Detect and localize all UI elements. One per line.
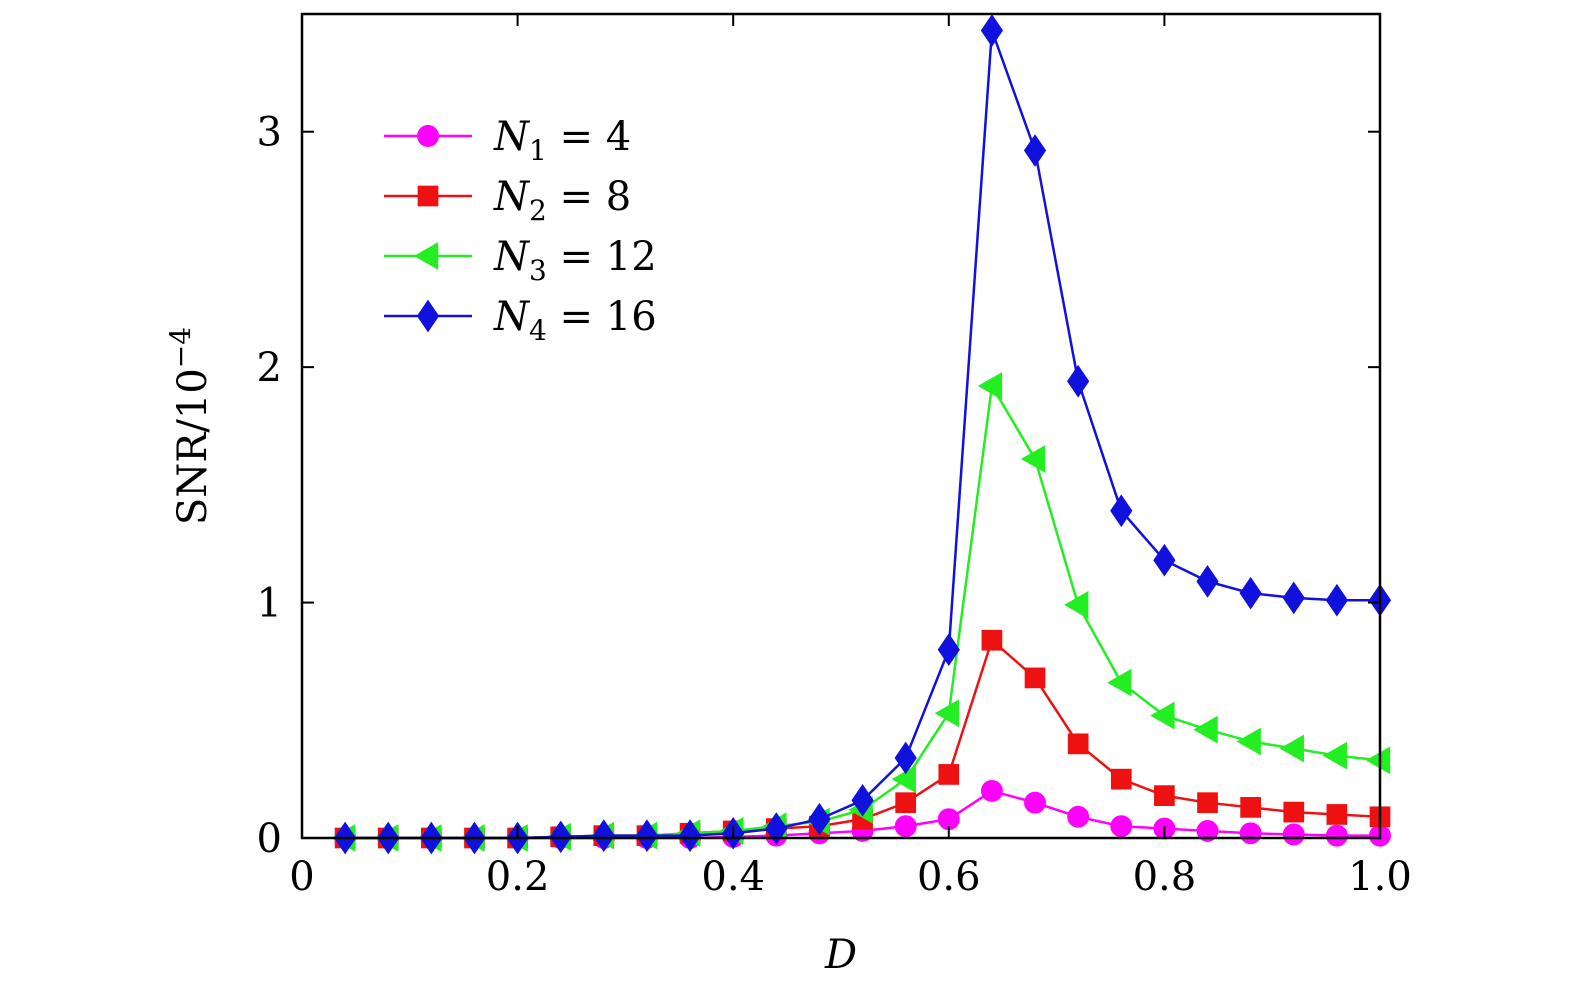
triangle-left-marker xyxy=(1107,668,1132,697)
square-marker xyxy=(1283,801,1305,823)
legend-subscript: 2 xyxy=(529,194,547,227)
legend-symbol: N xyxy=(493,114,531,160)
diamond-marker xyxy=(1239,576,1262,610)
triangle-left-marker xyxy=(1020,445,1046,473)
legend-subscript: 4 xyxy=(529,314,547,347)
y-axis-label-main: SNR/10 xyxy=(170,368,216,525)
diamond-marker xyxy=(1023,134,1047,167)
legend-number: 16 xyxy=(606,294,657,340)
diamond-marker xyxy=(765,812,788,845)
diamond-marker xyxy=(980,14,1004,47)
circle-marker xyxy=(1239,822,1262,845)
legend-entry: N4 = 16 xyxy=(384,294,657,347)
circle-marker xyxy=(894,815,917,838)
legend-value: = xyxy=(547,234,606,280)
y-axis-label-exponent: −4 xyxy=(164,327,197,368)
legend-label: N4 = 16 xyxy=(493,294,657,347)
circle-marker xyxy=(1282,823,1305,846)
triangle-left-marker xyxy=(1322,741,1348,770)
legend-value: = xyxy=(547,294,606,340)
square-marker xyxy=(938,764,960,785)
legend-number: 4 xyxy=(606,114,631,160)
square-marker xyxy=(1240,797,1261,818)
y-tick-label: 2 xyxy=(257,345,282,391)
series-layer xyxy=(331,14,1392,855)
legend-symbol: N xyxy=(493,174,531,220)
triangle-left-marker xyxy=(413,242,439,270)
y-axis-label: SNR/10−4 xyxy=(164,327,216,525)
diamond-marker xyxy=(1196,565,1219,598)
legend-symbol: N xyxy=(493,294,531,340)
diamond-marker xyxy=(592,819,615,852)
square-marker xyxy=(417,185,439,207)
legend-label: N2 = 8 xyxy=(493,174,631,227)
triangle-left-marker xyxy=(891,765,916,794)
legend-label: N1 = 4 xyxy=(493,114,631,167)
square-marker xyxy=(1110,768,1132,790)
diamond-marker xyxy=(1153,543,1176,577)
square-marker xyxy=(1024,667,1046,689)
x-tick-label: 0 xyxy=(289,854,314,900)
diamond-marker xyxy=(808,802,831,836)
triangle-left-marker xyxy=(1150,701,1175,730)
legend-value: = xyxy=(547,114,606,160)
legend-entry: N3 = 12 xyxy=(384,234,657,287)
circle-marker xyxy=(1024,791,1046,814)
triangle-left-marker xyxy=(1064,591,1089,619)
circle-marker xyxy=(1110,815,1133,838)
diamond-marker xyxy=(937,633,960,666)
diamond-marker xyxy=(1110,494,1133,528)
y-tick-label: 0 xyxy=(257,816,282,862)
legend-entry: N2 = 8 xyxy=(384,174,631,227)
x-tick-label: 0.2 xyxy=(486,854,550,900)
legend-subscript: 1 xyxy=(529,134,547,167)
diamond-marker xyxy=(678,819,702,852)
legend-label: N3 = 12 xyxy=(493,234,657,287)
series-3 xyxy=(331,372,1391,852)
x-tick-label: 0.8 xyxy=(1133,854,1197,900)
triangle-left-marker xyxy=(934,699,959,728)
diamond-marker xyxy=(416,299,440,333)
legend-number: 12 xyxy=(606,234,657,280)
triangle-left-marker xyxy=(1193,715,1218,744)
triangle-left-marker xyxy=(1236,727,1261,756)
diamond-marker xyxy=(1067,364,1090,398)
diamond-marker xyxy=(851,783,874,817)
plot-frame xyxy=(300,12,1382,840)
diamond-marker xyxy=(635,819,659,852)
x-tick-label: 0.6 xyxy=(917,854,981,900)
square-marker xyxy=(981,629,1003,651)
circle-marker xyxy=(1196,819,1219,842)
circle-marker xyxy=(980,779,1003,802)
legend-entry: N1 = 4 xyxy=(384,114,631,167)
series-line xyxy=(345,384,1381,840)
x-tick-label: 0.4 xyxy=(701,854,765,900)
y-tick-label: 1 xyxy=(257,581,282,627)
square-marker xyxy=(1197,792,1218,814)
square-marker xyxy=(1154,785,1175,806)
circle-marker xyxy=(1325,824,1348,847)
legend-number: 8 xyxy=(606,174,631,220)
legend-value: = xyxy=(547,174,606,220)
diamond-marker xyxy=(1282,581,1305,615)
circle-marker xyxy=(417,125,439,147)
triangle-left-marker xyxy=(977,372,1003,400)
x-axis-label: D xyxy=(824,932,857,978)
legend-symbol: N xyxy=(493,234,531,280)
square-marker xyxy=(895,792,917,814)
diamond-marker xyxy=(894,741,917,775)
triangle-left-marker xyxy=(1279,734,1304,763)
circle-marker xyxy=(1067,805,1090,828)
square-marker xyxy=(1067,733,1089,755)
legend-subscript: 3 xyxy=(529,254,547,287)
square-marker xyxy=(1326,804,1348,825)
x-tick-label: 1.0 xyxy=(1348,854,1412,900)
y-tick-label: 3 xyxy=(257,110,282,156)
triangle-left-marker xyxy=(1365,746,1391,775)
diamond-marker xyxy=(1325,583,1348,617)
